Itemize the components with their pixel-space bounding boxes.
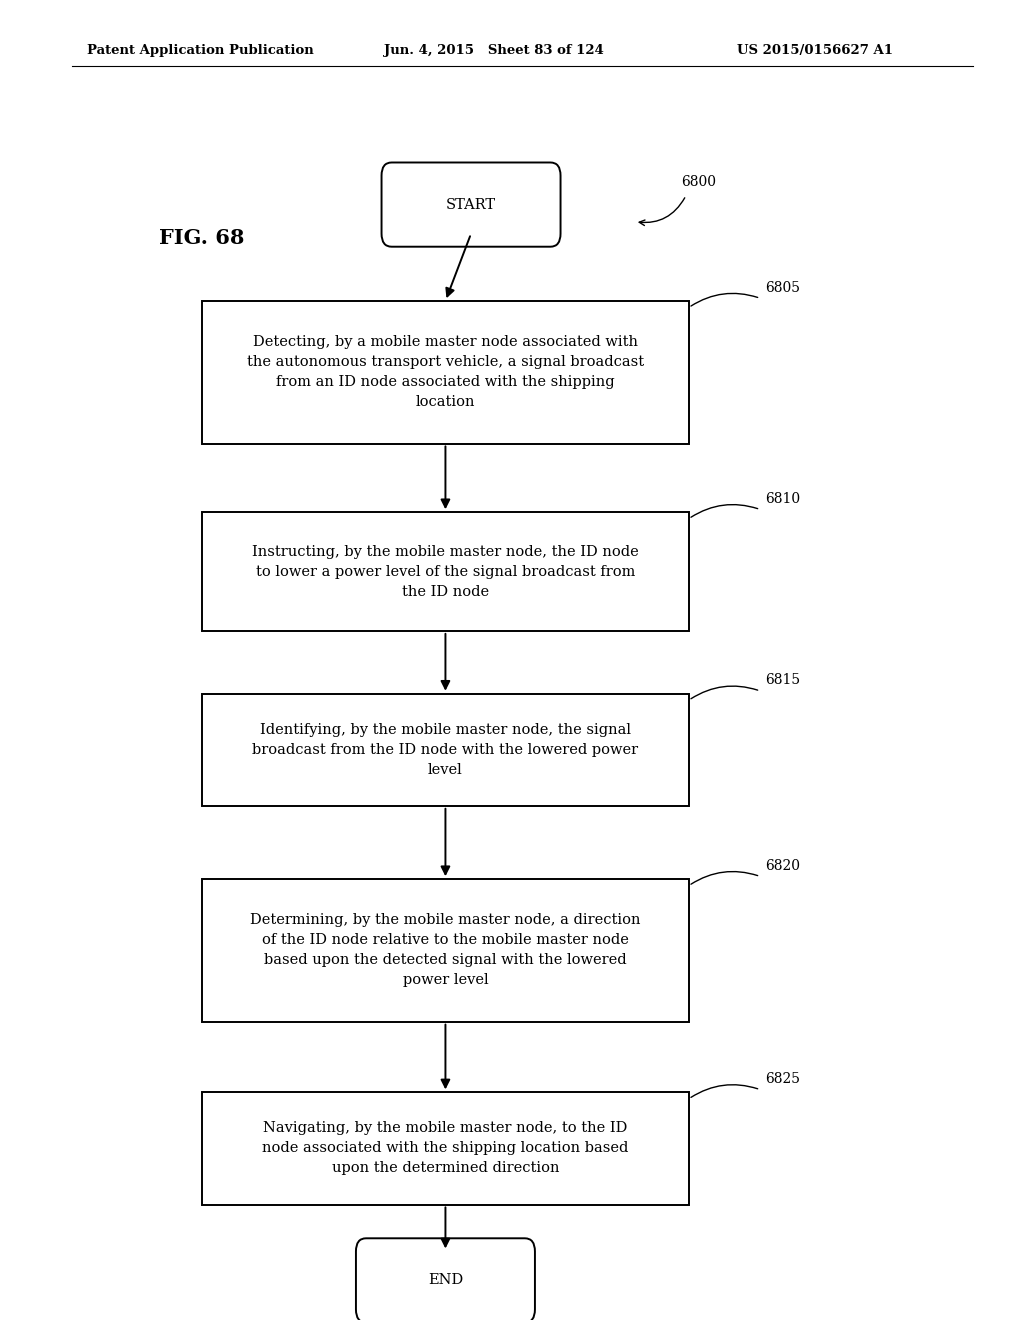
Bar	[203, 879, 688, 1022]
FancyArrowPatch shape	[639, 198, 685, 226]
Text: 6815: 6815	[765, 673, 801, 688]
Text: 6810: 6810	[765, 492, 801, 506]
Bar	[203, 512, 688, 631]
Text: Jun. 4, 2015   Sheet 83 of 124: Jun. 4, 2015 Sheet 83 of 124	[384, 44, 604, 57]
Text: Determining, by the mobile master node, a direction
of the ID node relative to t: Determining, by the mobile master node, …	[250, 913, 641, 987]
Text: 6825: 6825	[765, 1072, 801, 1086]
FancyArrowPatch shape	[691, 1085, 758, 1097]
Text: START: START	[446, 198, 496, 211]
Bar	[203, 301, 688, 444]
Bar	[203, 694, 688, 805]
Text: US 2015/0156627 A1: US 2015/0156627 A1	[737, 44, 893, 57]
Text: Detecting, by a mobile master node associated with
the autonomous transport vehi: Detecting, by a mobile master node assoc…	[247, 335, 644, 409]
FancyArrowPatch shape	[691, 293, 758, 306]
Text: 6820: 6820	[765, 859, 801, 873]
Text: Patent Application Publication: Patent Application Publication	[87, 44, 313, 57]
FancyBboxPatch shape	[382, 162, 560, 247]
Text: 6800: 6800	[681, 176, 716, 189]
Bar	[203, 1093, 688, 1204]
Text: END: END	[428, 1274, 463, 1287]
FancyBboxPatch shape	[356, 1238, 535, 1320]
Text: 6805: 6805	[765, 281, 801, 294]
FancyArrowPatch shape	[691, 504, 758, 517]
Text: Navigating, by the mobile master node, to the ID
node associated with the shippi: Navigating, by the mobile master node, t…	[262, 1122, 629, 1175]
Text: FIG. 68: FIG. 68	[159, 227, 244, 248]
FancyArrowPatch shape	[691, 871, 758, 884]
FancyArrowPatch shape	[691, 686, 758, 698]
Text: Identifying, by the mobile master node, the signal
broadcast from the ID node wi: Identifying, by the mobile master node, …	[252, 723, 639, 776]
Text: Instructing, by the mobile master node, the ID node
to lower a power level of th: Instructing, by the mobile master node, …	[252, 545, 639, 598]
